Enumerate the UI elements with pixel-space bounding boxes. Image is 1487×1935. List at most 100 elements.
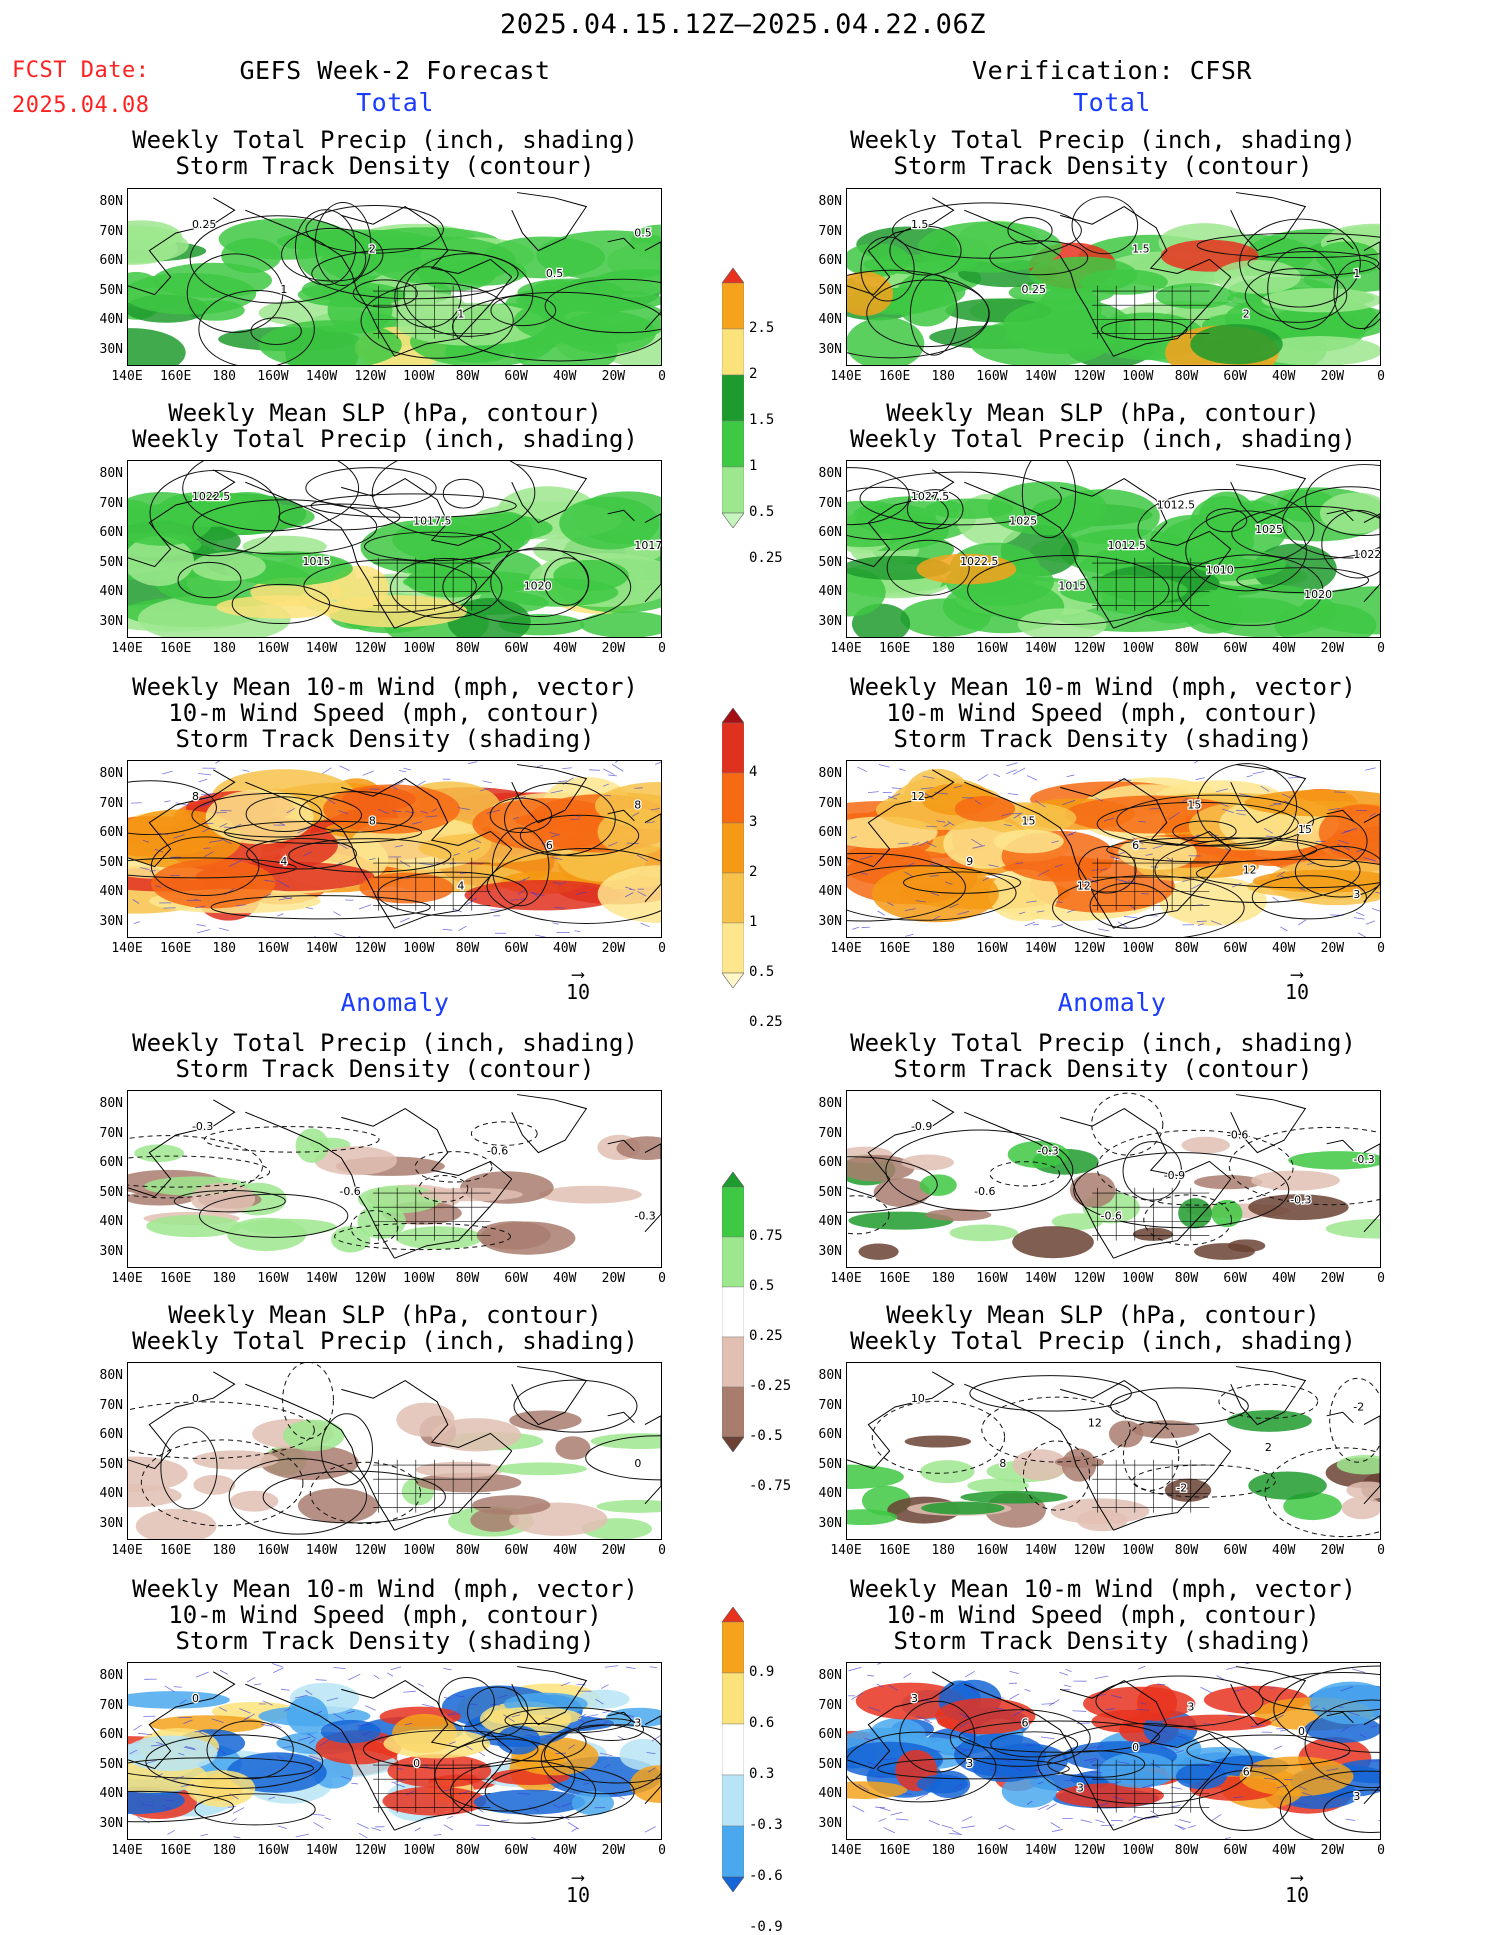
lon-tick-label: 0 [1377, 369, 1385, 384]
wind-vector [868, 792, 879, 793]
contour-value-label: -0.6 [1227, 1129, 1248, 1142]
wind-vector [1138, 1666, 1145, 1669]
lon-tick-label: 20W [602, 941, 625, 956]
lon-tick-label: 40W [1272, 1543, 1295, 1558]
lat-tick-label: 50N [83, 1457, 123, 1472]
right-total-label: Total [1073, 90, 1151, 116]
lat-tick-label: 60N [802, 1727, 842, 1742]
wind-vector [197, 929, 210, 932]
shading-layer [128, 486, 661, 637]
wind-vector [1194, 761, 1202, 763]
wind-vector [1247, 775, 1253, 777]
contour-value-label: -0.6 [487, 1144, 508, 1157]
wind-vector [1358, 933, 1369, 937]
shading-blob [920, 1174, 957, 1196]
shading-blob [960, 1491, 1067, 1504]
contour-value-label: 0 [192, 1692, 199, 1705]
lat-tick-label: 40N [83, 1786, 123, 1801]
wind-vector [896, 1819, 909, 1820]
wind-vector [1175, 1825, 1186, 1829]
lon-tick-label: 140E [111, 1271, 142, 1286]
lon-tick-label: 120W [1074, 1843, 1105, 1858]
colorbar-segment [722, 467, 744, 513]
wind-vector [862, 927, 870, 928]
shading-layer [847, 1410, 1380, 1531]
coastline [847, 1372, 954, 1469]
wind-vector [434, 1834, 442, 1835]
wind-vector [1366, 921, 1375, 924]
lat-tick-label: 40N [802, 312, 842, 327]
contour-value-label: 1.5 [1132, 242, 1149, 255]
contour-value-label: 3 [966, 1757, 973, 1770]
lat-tick-label: 30N [83, 614, 123, 629]
shading-blob [1062, 1448, 1097, 1481]
lon-tick-label: 160W [976, 1543, 1007, 1558]
contour-value-label: 6 [1243, 1766, 1250, 1779]
wind-vector [483, 781, 492, 783]
wind-vector [1346, 1819, 1356, 1820]
title-total-wind-right: Weekly Mean 10-m Wind (mph, vector)10-m … [850, 674, 1356, 752]
wind-vector [942, 1825, 953, 1828]
lat-tick-label: 70N [802, 1698, 842, 1713]
wind-vector [572, 1828, 578, 1831]
fcst-date-value: 2025.04.08 [12, 93, 149, 119]
right-column-title: Verification: CFSR [972, 58, 1252, 84]
lat-tick-label: 80N [802, 1668, 842, 1683]
lon-tick-label: 160W [257, 641, 288, 656]
wind-vector [531, 1837, 542, 1839]
wind-vector [603, 1711, 610, 1713]
shading-blob [1240, 1756, 1354, 1796]
lon-tick-label: 160E [160, 641, 191, 656]
contour-value-label: 1012.5 [1157, 499, 1195, 512]
shading-blob [553, 560, 629, 591]
wind-vector [1372, 908, 1380, 912]
contour-value-label: -0.3 [1353, 1153, 1374, 1166]
lon-tick-label: 80W [1175, 1271, 1198, 1286]
contour-value-label: 8 [999, 1457, 1006, 1470]
lon-tick-label: 180 [213, 369, 236, 384]
shading-blob [1341, 1497, 1380, 1520]
lon-tick-label: 60W [504, 641, 527, 656]
colorbar-label: 0.25 [749, 1328, 783, 1344]
colorbar-cap [722, 1437, 744, 1452]
wind-vector [1009, 1694, 1019, 1699]
shading-layer [128, 218, 661, 365]
shading-blob [596, 1500, 661, 1513]
shading-blob [1251, 1170, 1340, 1190]
lon-tick-label: 120W [1074, 1271, 1105, 1286]
lat-tick-label: 40N [802, 1786, 842, 1801]
wind-vector [1101, 1825, 1115, 1826]
wind-vector [199, 779, 207, 782]
lon-tick-label: 180 [932, 1271, 955, 1286]
wind-vector [1041, 1737, 1054, 1739]
contour-value-label: 1022.5 [960, 555, 998, 568]
wind-vector [587, 1715, 598, 1717]
lon-tick-label: 100W [1122, 1843, 1153, 1858]
wind-vector [197, 924, 206, 926]
contour-value-label: 0.25 [192, 218, 216, 231]
wind-vector [400, 918, 409, 922]
lat-tick-label: 60N [83, 253, 123, 268]
lon-tick-label: 160E [879, 1843, 910, 1858]
contour-value-label: 1 [280, 283, 287, 296]
contour-value-label: 9 [966, 855, 973, 868]
wind-vector [374, 1675, 379, 1679]
colorbar-label: -0.6 [749, 1868, 783, 1884]
wind-vector [363, 771, 374, 776]
lon-tick-label: 60W [504, 1843, 527, 1858]
lon-tick-label: 140E [111, 1543, 142, 1558]
contour-value-label: 2 [1265, 1441, 1272, 1454]
contour-line [306, 468, 436, 509]
colorbar-label: -0.3 [749, 1817, 783, 1833]
contour-value-label: 0 [1298, 1725, 1305, 1738]
wind-vector [999, 1825, 1007, 1829]
wind-vector [978, 774, 988, 780]
shading-blob [847, 1465, 904, 1489]
lon-tick-label: 120W [355, 941, 386, 956]
lon-tick-label: 180 [932, 1543, 955, 1558]
colorbar-label: 4 [749, 764, 757, 780]
lat-tick-label: 40N [83, 1214, 123, 1229]
wind-vector [965, 1671, 975, 1677]
